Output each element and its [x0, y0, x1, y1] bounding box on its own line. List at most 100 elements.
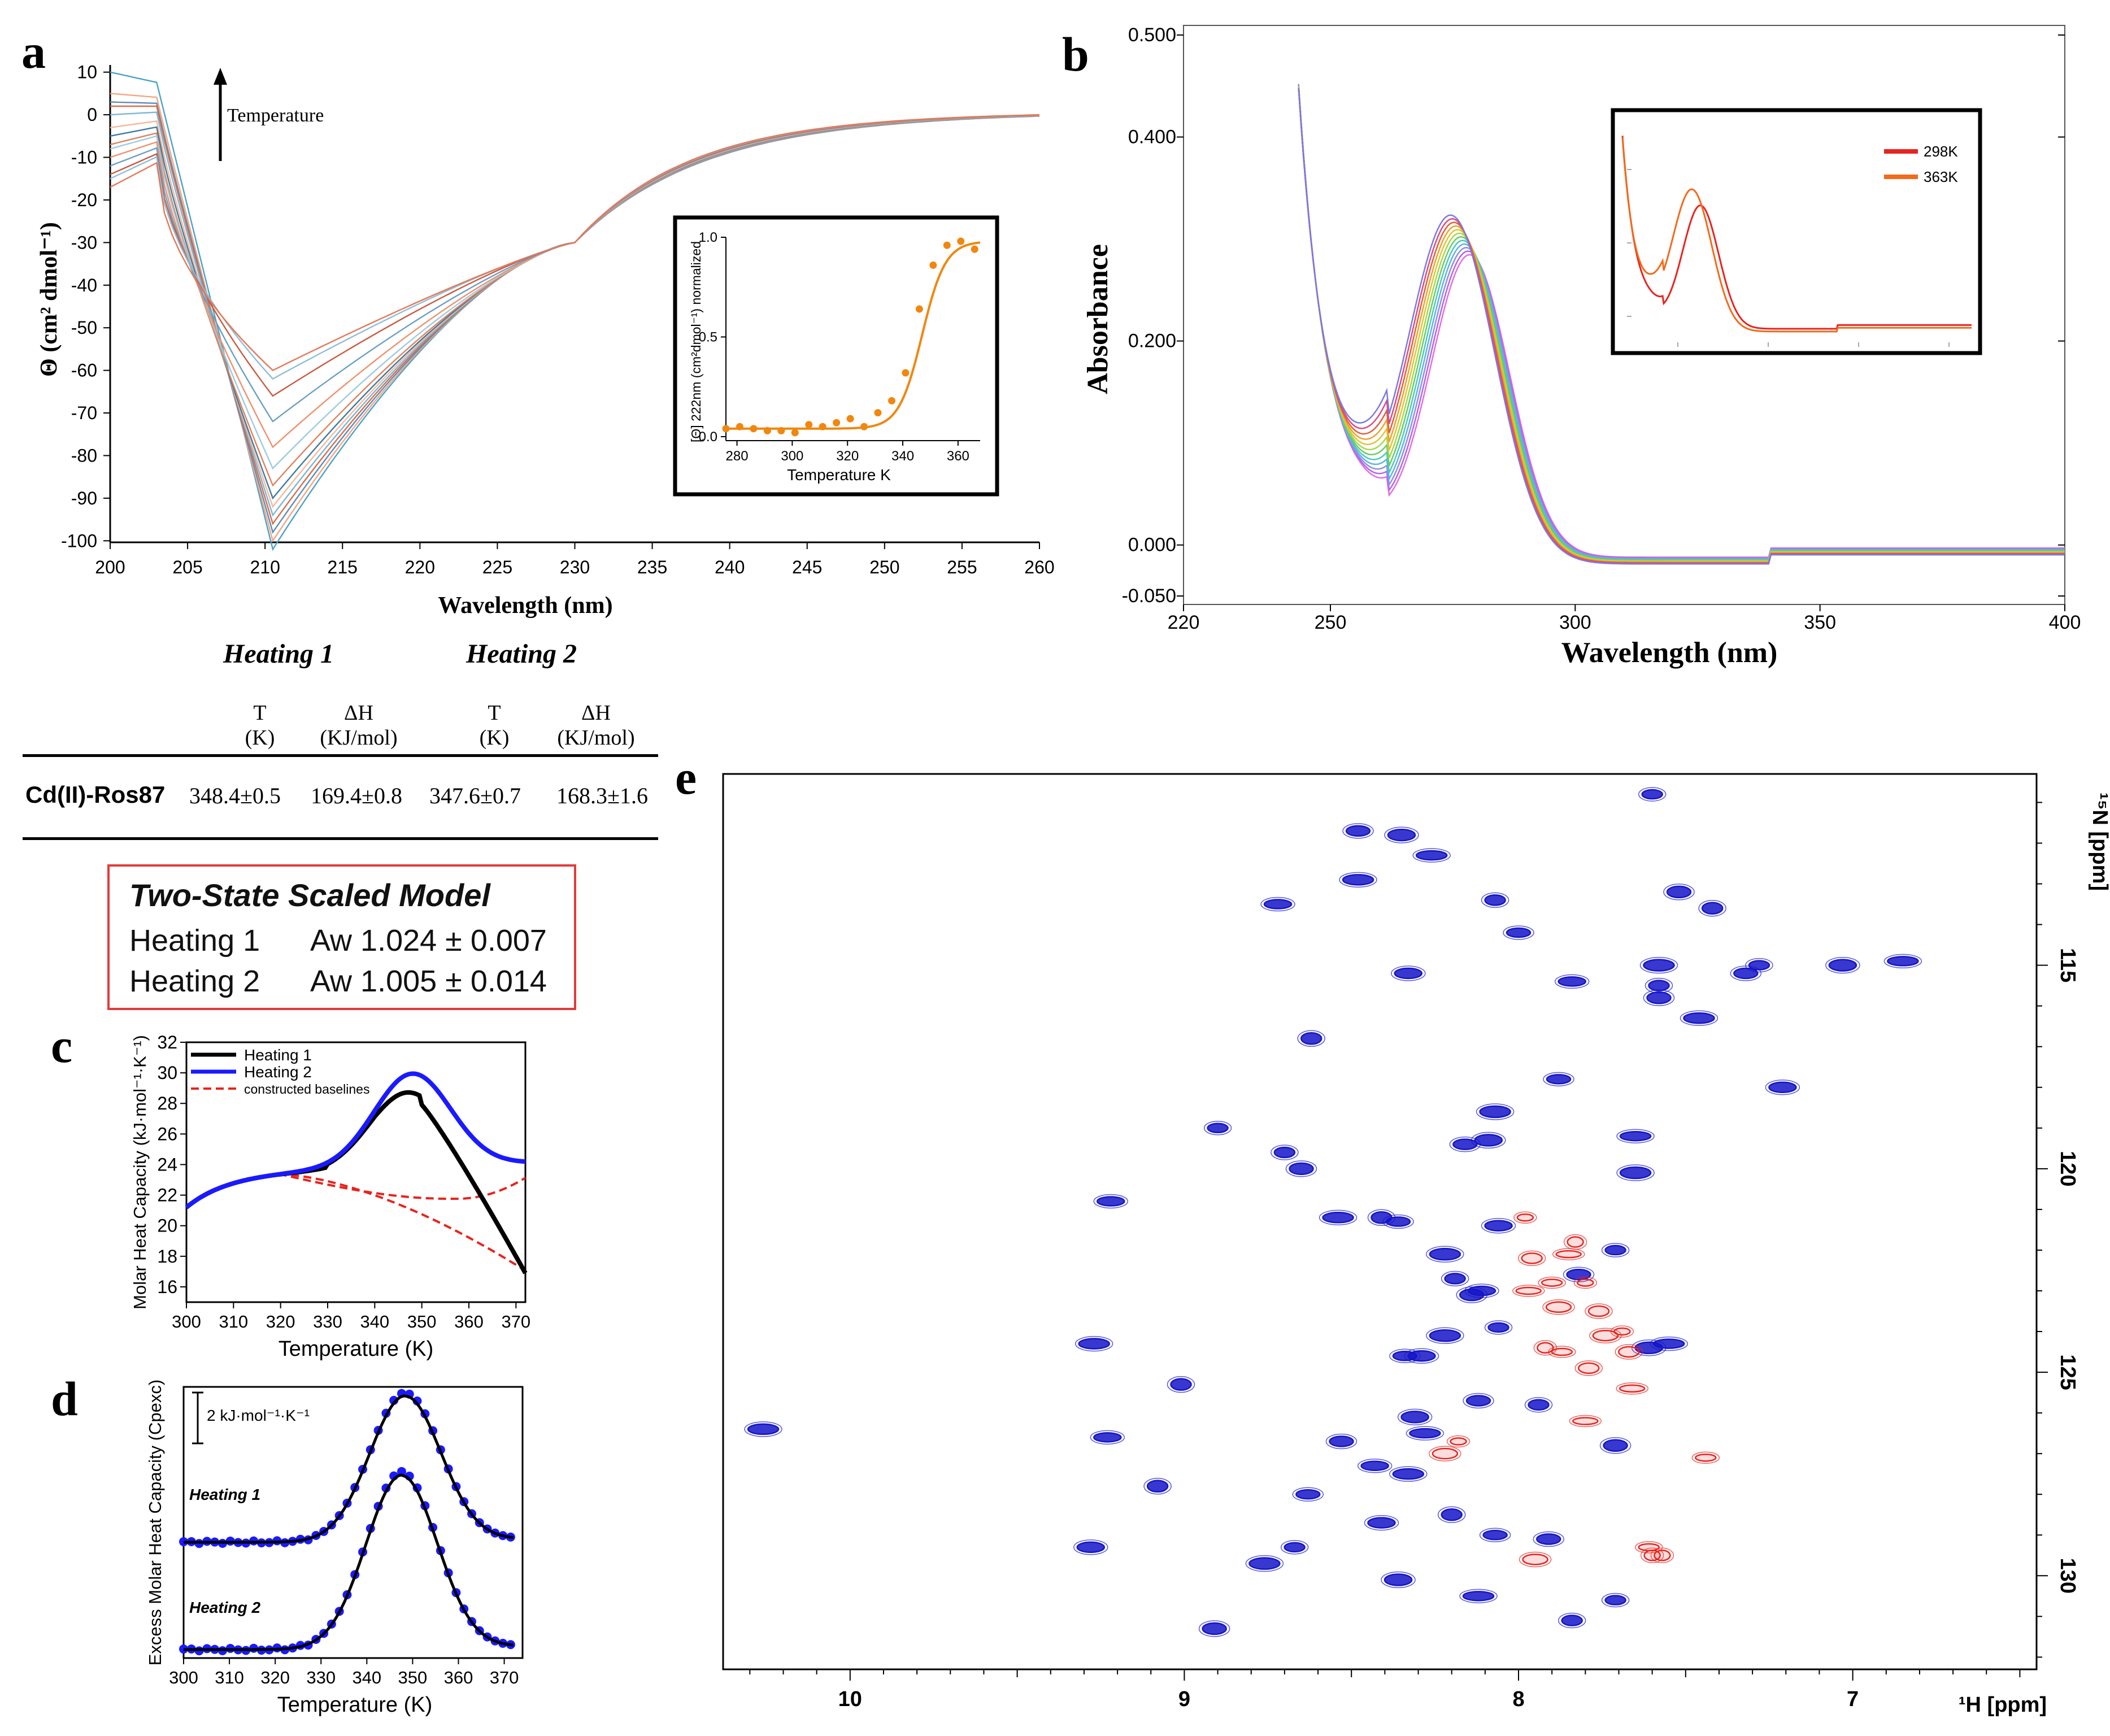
unfolded-peak-contour: [1640, 1547, 1664, 1564]
panel-c-ylabel: Molar Heat Capacity (kJ·mol⁻¹·K⁻¹): [130, 1035, 150, 1309]
temperature-arrow-head: [214, 68, 227, 85]
unfolded-peak-contour: [1569, 1415, 1602, 1428]
x-tick-label: 370: [490, 1668, 519, 1687]
folded-peak: [1828, 959, 1857, 972]
y-tick-label: -20: [71, 190, 97, 210]
folded-peak-contour: [1680, 1010, 1719, 1026]
folded-peak-contour: [1533, 1531, 1565, 1547]
thermodynamics-table: Heating 1 Heating 2 T (K) ΔH (KJ/mol) T (K)…: [23, 638, 661, 853]
folded-peak-contour: [1639, 956, 1678, 974]
x-tick-label: 220: [1168, 612, 1200, 633]
folded-peak-contour: [1260, 897, 1295, 912]
unfolded-peak-contour: [1517, 1250, 1546, 1267]
folded-peak: [1604, 1595, 1626, 1606]
x-tick-label: 300: [1559, 612, 1591, 633]
folded-peak-contour: [1090, 1430, 1125, 1445]
unfolded-peak: [1619, 1384, 1646, 1393]
x-tick-label: 260: [1024, 557, 1054, 577]
inset-y-tick-label: 1.0: [699, 230, 717, 245]
panel-c-heat-capacity: 300 310 320 330 340 350 360 370 16 18 20 22 24 26 28 30…: [130, 1032, 530, 1361]
folded-peak-contour: [1382, 1214, 1414, 1229]
heating-2-curve: [185, 1071, 526, 1209]
folded-peak-contour: [1412, 848, 1451, 863]
legend-label-363K: 363K: [1924, 168, 1958, 185]
folded-peak-contour: [744, 1421, 782, 1437]
panel-a-cd-spectra: 200 205 210 215 220 225 230 235 240 245 250 255 260 1…: [36, 62, 1055, 619]
y-tick-label: 125: [2056, 1354, 2079, 1390]
folded-peak: [1536, 1533, 1561, 1545]
folded-peak: [1733, 967, 1759, 980]
inset-data-point: [736, 423, 743, 430]
folded-peak: [1289, 1162, 1314, 1176]
x-tick-label: 360: [454, 1312, 484, 1332]
folded-peak: [1329, 1435, 1354, 1447]
x-tick-label: 10: [838, 1687, 862, 1711]
inset-data-point: [833, 419, 841, 427]
folded-peak: [1407, 1350, 1436, 1362]
folded-peak-contour: [1825, 956, 1860, 974]
y-tick-label: 28: [157, 1093, 177, 1113]
table-col-t2: T (K): [479, 701, 510, 750]
panel-b-ylabel: Absorbance: [1082, 244, 1114, 394]
inset-data-point: [763, 427, 771, 434]
x-tick-label: 310: [219, 1312, 248, 1332]
x-tick-label: 205: [172, 557, 202, 577]
unfolded-peak: [1545, 1301, 1572, 1313]
x-tick-label: 330: [313, 1312, 342, 1332]
x-tick-label: 210: [250, 557, 280, 577]
folded-peak: [1202, 1622, 1227, 1635]
panel-a-ylabel: Θ (cm² dmol⁻¹): [36, 222, 62, 377]
y-tick-label: 130: [2056, 1558, 2079, 1594]
panel-label-e: e: [675, 750, 697, 804]
absorbance-curve: [1298, 88, 2065, 565]
folded-peak-contour: [1503, 925, 1534, 940]
folded-peak-contour: [1459, 1589, 1498, 1604]
unfolded-peak: [1572, 1417, 1599, 1425]
unfolded-peak-contour: [1574, 1360, 1603, 1376]
unfolded-peak: [1567, 1236, 1584, 1248]
inset-y-tick-label: 0.0: [699, 429, 717, 445]
folded-peak: [1701, 902, 1724, 915]
folded-peak: [1415, 850, 1448, 861]
y-tick-label: 18: [157, 1246, 177, 1267]
unfolded-peak-contour: [1548, 1346, 1576, 1358]
table-cell-t1: 348.4±0.5: [189, 783, 281, 808]
unfolded-peak: [1516, 1213, 1534, 1222]
legend-heating-1: Heating 1: [244, 1046, 312, 1064]
folded-peak-contour: [1391, 965, 1426, 981]
panel-e-xlabel: ¹H [ppm]: [1959, 1693, 2047, 1717]
inset-absorbance-curve: [1621, 136, 1972, 330]
x-tick-label: 220: [405, 557, 435, 577]
x-tick-label: 320: [266, 1312, 295, 1332]
folded-peak-contour: [1554, 974, 1590, 989]
panel-e-ylabel: ¹⁵N [ppm]: [2088, 793, 2110, 891]
y-tick-label: -40: [71, 275, 97, 295]
unfolded-peak: [1577, 1278, 1594, 1287]
folded-peak-contour: [1319, 1209, 1358, 1226]
folded-peak: [1561, 1615, 1583, 1626]
folded-peak-contour: [1357, 1459, 1393, 1473]
unfolded-peak-contour: [1616, 1382, 1648, 1395]
folded-peak-contour: [1476, 1103, 1515, 1120]
folded-peak: [1648, 980, 1670, 991]
unfolded-peak-contour: [1533, 1340, 1558, 1356]
folded-peak-contour: [1599, 1437, 1632, 1454]
folded-peak-contour: [1563, 1267, 1595, 1282]
folded-peak: [1652, 1338, 1685, 1349]
inset-data-point: [915, 305, 923, 313]
x-tick-label: 200: [95, 557, 125, 577]
folded-peak: [1345, 825, 1371, 837]
table-cell-dh2: 168.3±1.6: [556, 783, 648, 808]
y-tick-label: 10: [77, 62, 97, 82]
unfolded-peak-contour: [1615, 1344, 1643, 1360]
unfolded-peak-contour: [1538, 1276, 1566, 1289]
y-tick-label: 20: [157, 1216, 177, 1236]
folded-peak: [1444, 1273, 1466, 1285]
folded-peak: [1452, 1138, 1478, 1150]
y-tick-label: 30: [157, 1063, 177, 1083]
data-point: [397, 1467, 406, 1476]
folded-peak-contour: [1073, 1539, 1108, 1555]
folded-peak-contour: [1601, 1243, 1630, 1258]
model-row-2-label: Heating 2: [129, 964, 260, 998]
